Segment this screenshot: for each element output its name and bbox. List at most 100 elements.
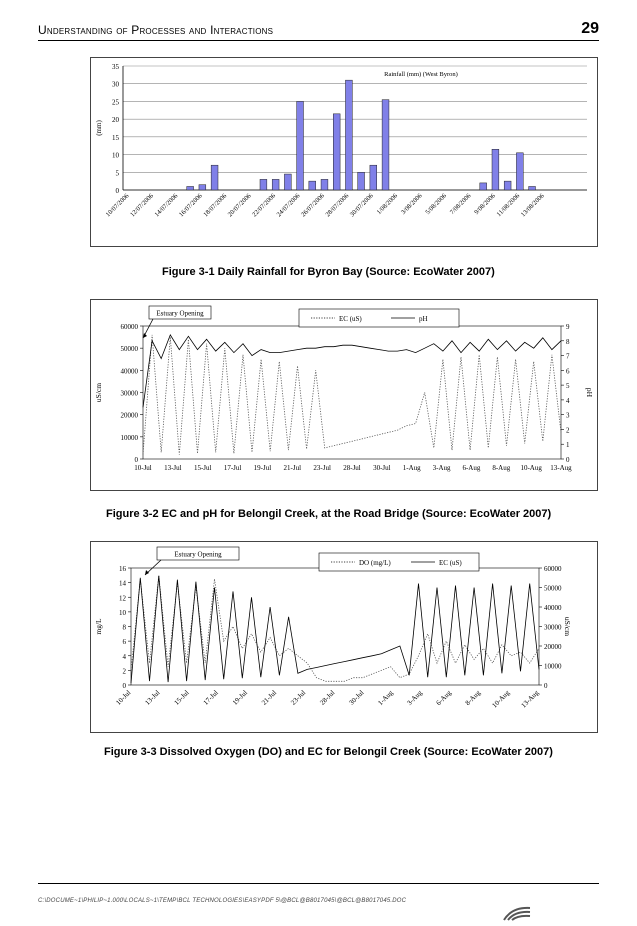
annotation-arrowhead (145, 570, 149, 575)
y-tick-label: 30 (112, 81, 120, 89)
right-axis-label: pH (585, 388, 594, 398)
plot-area (130, 567, 540, 686)
annotation-label: Estuary Opening (156, 310, 204, 318)
left-tick-label: 0 (123, 682, 127, 690)
x-tick-label: 10-Aug (520, 464, 542, 472)
x-tick-label: 13-Jul (144, 689, 162, 707)
footer-rule (38, 883, 599, 884)
x-tick-label: 17-Jul (224, 464, 242, 472)
rainfall-bar (284, 173, 292, 191)
x-tick-label: 21-Jul (260, 689, 278, 707)
right-tick-label: 3 (566, 412, 570, 420)
left-tick-label: 0 (135, 456, 139, 464)
right-tick-label: 7 (566, 353, 570, 361)
x-tick-label: 13-Aug (550, 464, 572, 472)
x-tick-label: 22/07/2006 (251, 192, 277, 218)
x-tick-label: 15-Jul (194, 464, 212, 472)
right-tick-label: 1 (566, 441, 570, 449)
right-tick-label: 0 (544, 682, 548, 690)
rainfall-bar (210, 164, 219, 191)
right-tick-label: 4 (566, 397, 570, 405)
left-tick-label: 14 (119, 580, 127, 588)
legend-box (318, 552, 480, 572)
legend-box (298, 308, 460, 328)
company-logo (500, 905, 540, 921)
running-header: Understanding of Processes and Interacti… (38, 23, 274, 37)
left-tick-label: 50000 (121, 345, 139, 353)
series-line-dotted (142, 334, 562, 455)
x-tick-label: 13-Aug (520, 688, 541, 709)
rainfall-bar (357, 172, 365, 191)
x-tick-label: 28/07/2006 (324, 192, 350, 218)
chart-title: Rainfall (mm) (West Byron) (384, 71, 458, 78)
rainfall-bar (369, 164, 377, 191)
x-tick-label: 8-Aug (492, 464, 510, 472)
x-tick-label: 24/07/2006 (276, 192, 302, 218)
x-tick-label: 26/07/2006 (300, 192, 326, 218)
x-tick-label: 1/08/2006 (376, 192, 400, 216)
figure-3-3-caption: Figure 3-3 Dissolved Oxygen (DO) and EC … (104, 746, 553, 758)
rainfall-bar (503, 180, 512, 191)
y-tick-label: 25 (112, 98, 120, 106)
x-tick-label: 21-Jul (284, 464, 302, 472)
y-tick-label: 0 (116, 187, 120, 195)
right-axis-label: uS/cm (563, 617, 572, 636)
y-tick-label: 35 (112, 63, 120, 71)
x-tick-label: 3-Aug (433, 464, 451, 472)
x-tick-label: 28-Jul (318, 689, 336, 707)
x-tick-label: 1-Aug (376, 688, 395, 707)
rainfall-bar (516, 152, 524, 191)
x-tick-label: 11/08/2006 (496, 192, 522, 218)
rainfall-bar (198, 184, 207, 191)
y-tick-label: 15 (112, 134, 120, 142)
do-ec-line-chart: 0 2 4 6 8 10 12 14 16 0 10000 20000 30000 40000 50000 6… (94, 546, 572, 710)
figure-3-2-caption: Figure 3-2 EC and pH for Belongil Creek,… (106, 508, 552, 520)
left-tick-label: 10 (119, 609, 127, 617)
page-number: 29 (581, 20, 599, 37)
figure-3-1-caption: Figure 3-1 Daily Rainfall for Byron Bay … (162, 266, 495, 278)
right-tick-label: 50000 (544, 585, 562, 593)
header-rule (38, 40, 599, 41)
rainfall-bar (479, 182, 487, 191)
series-line-dotted (130, 575, 540, 682)
left-tick-label: 8 (123, 624, 127, 632)
annotation-box (156, 546, 240, 561)
ec-ph-line-chart: 0 10000 20000 30000 40000 50000 60000 0 1 2 3 4 5 6 7 8… (94, 305, 594, 472)
y-tick-label: 20 (112, 116, 120, 124)
x-tick-label: 19-Jul (231, 689, 249, 707)
x-tick-label: 8-Aug (464, 688, 483, 707)
series-line-solid (142, 334, 562, 408)
right-tick-label: 40000 (544, 604, 562, 612)
x-tick-label: 10-Jul (114, 689, 132, 707)
rainfall-bar (296, 101, 304, 191)
y-axis-label: (mm) (95, 120, 103, 136)
x-tick-label: 5/08/2006 (424, 192, 448, 216)
left-tick-label: 10000 (121, 434, 139, 442)
right-tick-label: 9 (566, 323, 570, 331)
x-tick-label: 10/07/2006 (105, 192, 131, 218)
y-tick-label: 10 (112, 152, 120, 160)
x-tick-label: 30-Jul (373, 464, 391, 472)
legend-label: EC (uS) (339, 315, 362, 323)
x-tick-label: 23-Jul (289, 689, 307, 707)
legend-label: pH (419, 315, 428, 323)
rainfall-bar-chart: 0 5 10 15 20 25 30 35 10/07/200612/07/200614/07/… (95, 63, 587, 218)
annotation-box (148, 305, 212, 320)
x-tick-label: 7/08/2006 (449, 192, 473, 216)
x-tick-label: 6-Aug (462, 464, 480, 472)
left-tick-label: 12 (119, 594, 127, 602)
rainfall-bar (528, 186, 536, 191)
right-tick-label: 6 (566, 367, 570, 375)
left-axis-label: mg/L (94, 618, 103, 635)
x-tick-label: 9/08/2006 (473, 192, 497, 216)
right-tick-label: 5 (566, 382, 570, 390)
series-line-solid (130, 575, 540, 684)
x-tick-label: 12/07/2006 (129, 192, 155, 218)
x-tick-label: 18/07/2006 (202, 192, 228, 218)
x-tick-label: 23-Jul (313, 464, 331, 472)
rainfall-bar (333, 113, 341, 191)
right-tick-label: 2 (566, 426, 570, 434)
x-tick-label: 20/07/2006 (227, 192, 253, 218)
x-tick-label: 13/08/2006 (520, 192, 546, 218)
left-tick-label: 40000 (121, 367, 139, 375)
